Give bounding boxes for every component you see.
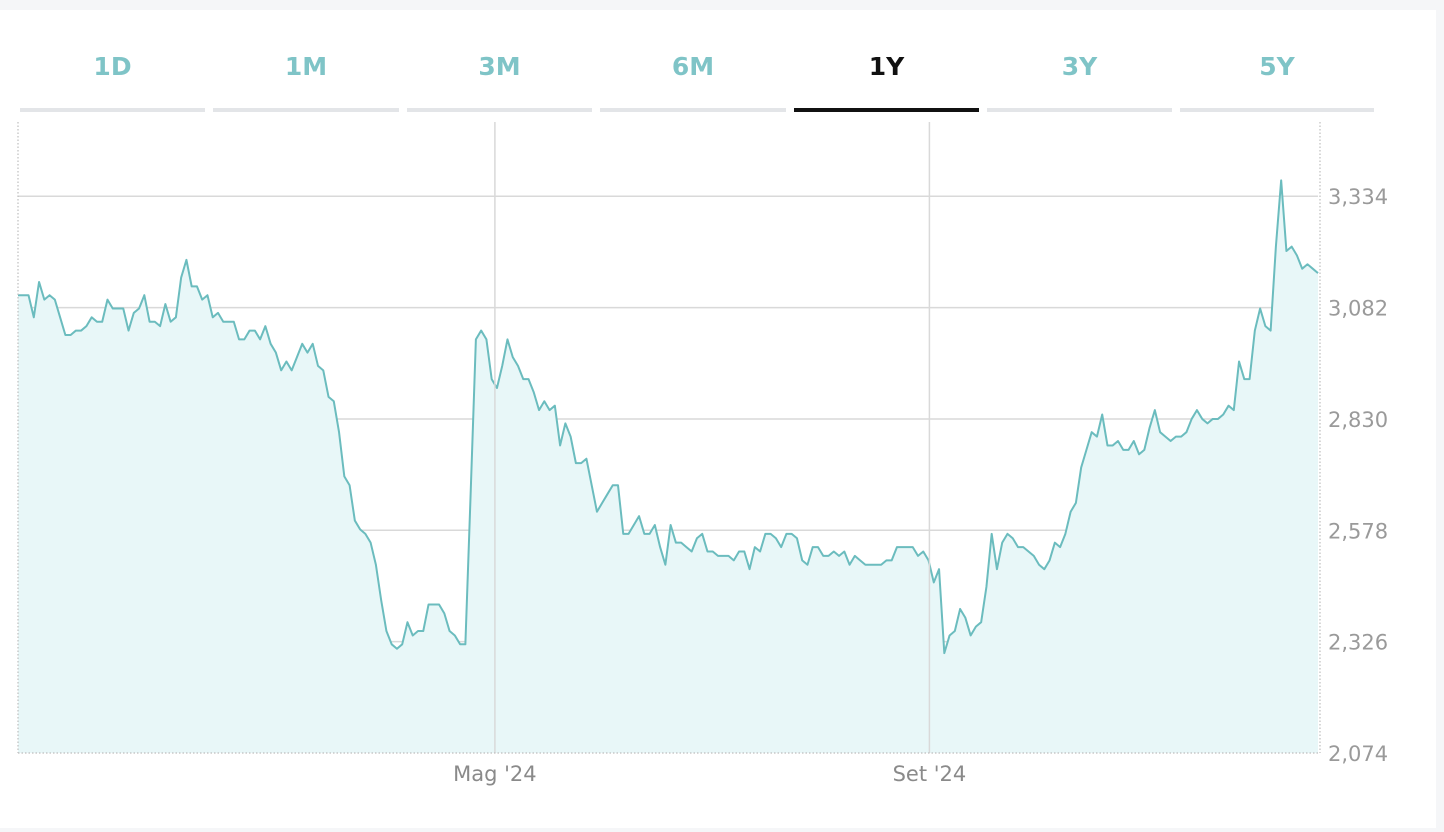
tab-3m[interactable]: 3M bbox=[407, 40, 592, 114]
tab-1m[interactable]: 1M bbox=[213, 40, 399, 114]
tab-label: 5Y bbox=[1259, 52, 1295, 81]
tab-underline bbox=[407, 108, 592, 112]
chart-borders bbox=[17, 122, 1321, 754]
y-tick-label: 3,334 bbox=[1328, 185, 1388, 209]
tab-underline bbox=[600, 108, 786, 112]
tab-underline bbox=[987, 108, 1172, 112]
y-tick-label: 2,326 bbox=[1328, 631, 1388, 655]
tab-underline bbox=[20, 108, 205, 112]
tab-1y[interactable]: 1Y bbox=[794, 40, 979, 114]
tab-1d[interactable]: 1D bbox=[20, 40, 205, 114]
y-axis-ticks: 2,074 2,326 2,578 2,830 3,082 3,334 bbox=[1328, 185, 1388, 766]
x-axis-ticks: Mag '24 Set '24 bbox=[453, 762, 966, 786]
y-tick-label: 3,082 bbox=[1328, 297, 1388, 321]
tab-label: 1Y bbox=[868, 52, 905, 81]
tab-label: 3Y bbox=[1061, 52, 1098, 81]
price-line bbox=[18, 179, 1319, 655]
y-tick-label: 2,074 bbox=[1328, 742, 1388, 766]
time-range-tabs: 1D 1M 3M 6M 1Y 3Y 5Y bbox=[20, 40, 1374, 114]
tab-5y[interactable]: 5Y bbox=[1180, 40, 1374, 114]
x-tick-label: Set '24 bbox=[893, 762, 967, 786]
x-tick-label: Mag '24 bbox=[453, 762, 537, 786]
y-tick-label: 2,578 bbox=[1328, 519, 1388, 543]
tab-3y[interactable]: 3Y bbox=[987, 40, 1172, 114]
tab-label: 1D bbox=[93, 52, 132, 81]
price-area-fill bbox=[18, 180, 1318, 753]
tab-underline bbox=[213, 108, 399, 112]
tab-label: 1M bbox=[284, 52, 328, 81]
tab-underline bbox=[1180, 108, 1374, 112]
tab-label: 3M bbox=[478, 52, 521, 81]
x-grid-lines bbox=[494, 122, 931, 753]
tab-label: 6M bbox=[671, 52, 715, 81]
tab-6m[interactable]: 6M bbox=[600, 40, 786, 114]
tab-underline bbox=[794, 108, 979, 112]
y-tick-label: 2,830 bbox=[1328, 408, 1388, 432]
